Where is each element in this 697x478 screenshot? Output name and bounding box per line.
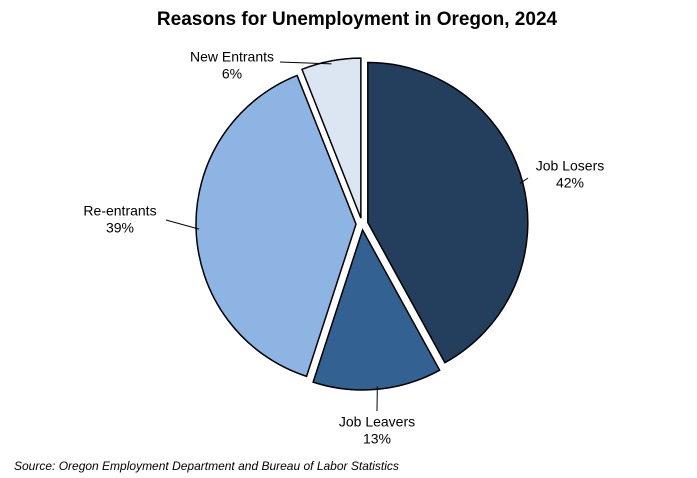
leader-line <box>165 219 200 230</box>
slice-label: Re-entrants <box>83 203 156 219</box>
slice-value-label: 42% <box>556 175 584 191</box>
slice-label: New Entrants <box>190 49 274 65</box>
leader-line <box>279 61 332 65</box>
slice-label: Job Leavers <box>339 414 415 430</box>
slice-value-label: 13% <box>363 431 391 447</box>
slice-value-label: 39% <box>106 220 134 236</box>
source-note: Source: Oregon Employment Department and… <box>14 459 399 473</box>
slice-label: Job Losers <box>536 158 604 174</box>
leader-line <box>519 177 529 184</box>
pie-slice <box>367 61 529 364</box>
pie-slice <box>195 74 357 378</box>
pie-slice <box>301 57 362 219</box>
slice-value-label: 6% <box>222 66 242 82</box>
chart-title: Reasons for Unemployment in Oregon, 2024 <box>157 9 558 30</box>
